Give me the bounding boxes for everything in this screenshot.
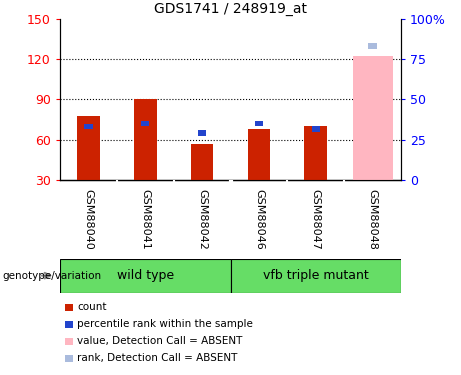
Bar [141,121,149,126]
Bar [84,124,93,129]
Bar [353,56,392,180]
Text: GSM88042: GSM88042 [197,189,207,250]
Bar [248,129,270,180]
Text: vfb triple mutant: vfb triple mutant [263,269,369,282]
Bar [60,259,230,292]
Text: GSM88048: GSM88048 [367,189,378,250]
Text: GSM88047: GSM88047 [311,189,321,250]
Bar [230,259,401,292]
Bar [191,144,213,180]
Text: GSM88040: GSM88040 [83,189,94,250]
Title: GDS1741 / 248919_at: GDS1741 / 248919_at [154,2,307,16]
Bar [304,126,327,180]
Text: wild type: wild type [117,269,174,282]
Bar [312,126,320,132]
Text: genotype/variation: genotype/variation [2,271,101,280]
Bar [198,130,207,136]
Bar [77,116,100,180]
Text: value, Detection Call = ABSENT: value, Detection Call = ABSENT [77,336,243,346]
Text: count: count [77,303,107,312]
Text: rank, Detection Call = ABSENT: rank, Detection Call = ABSENT [77,353,238,363]
Bar [254,121,263,126]
Text: GSM88041: GSM88041 [140,189,150,250]
Bar [134,99,157,180]
Bar [368,44,377,49]
Text: GSM88046: GSM88046 [254,189,264,250]
Text: percentile rank within the sample: percentile rank within the sample [77,320,254,329]
